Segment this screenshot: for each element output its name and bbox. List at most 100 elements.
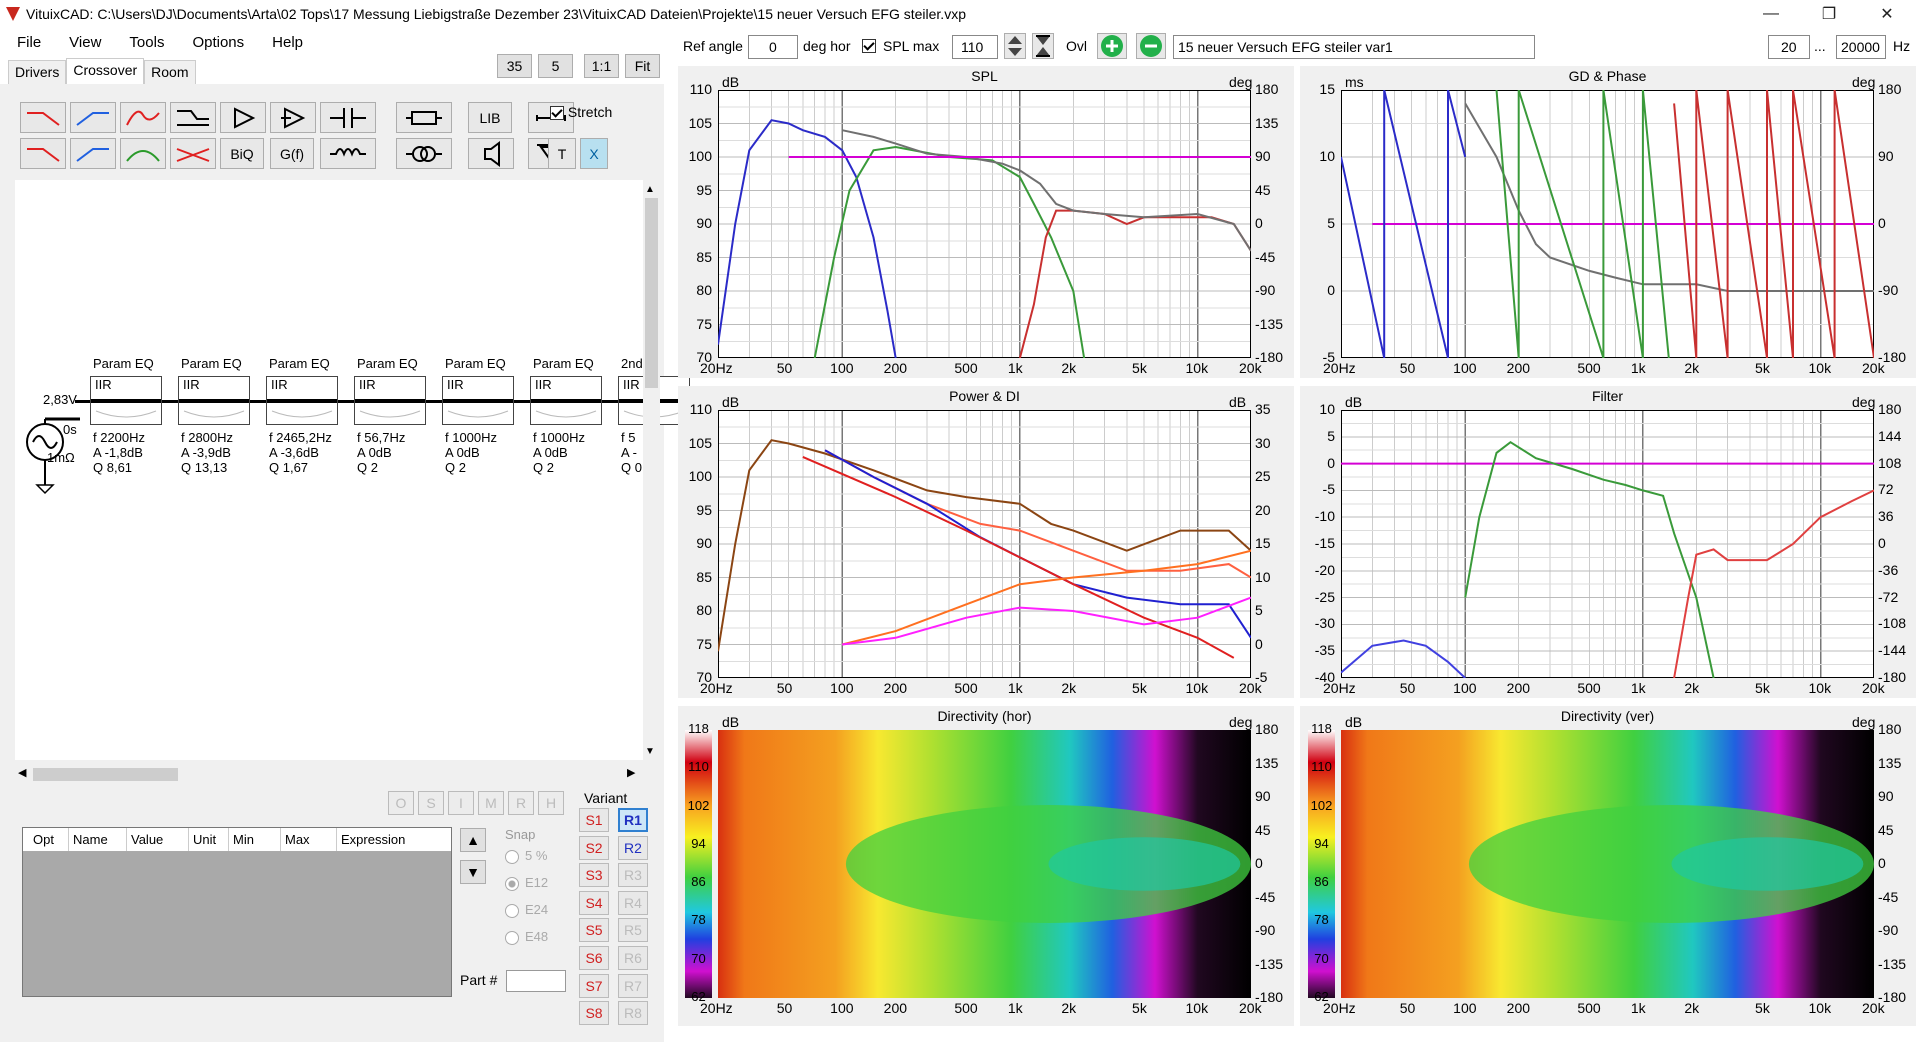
plot-panel[interactable]: Filter dB deg 10 5 0 -5 -10 -15 -20 -25 -30 -35 -40 18… xyxy=(1300,386,1916,698)
zoom-35-button[interactable]: 35 xyxy=(497,54,532,78)
zoom-1to1-button[interactable]: 1:1 xyxy=(584,54,619,78)
freq-max-input[interactable]: 20000 xyxy=(1836,35,1886,59)
minimize-button[interactable]: — xyxy=(1763,5,1779,22)
crossover-tool[interactable] xyxy=(170,138,216,169)
variant-s-button[interactable]: S8 xyxy=(579,1001,609,1026)
spl-spinner[interactable] xyxy=(1004,33,1026,59)
peq-block[interactable]: IIR xyxy=(442,376,514,425)
variant-r-button[interactable]: R6 xyxy=(618,946,648,970)
opt-button-i[interactable]: I xyxy=(448,791,474,815)
variant-r-button[interactable]: R2 xyxy=(618,835,648,860)
peq-block[interactable]: IIR xyxy=(90,376,162,425)
fit-button[interactable]: Fit xyxy=(625,54,660,78)
close-button[interactable]: ✕ xyxy=(1880,6,1894,23)
snap-option[interactable]: 5 % xyxy=(505,848,547,864)
spl-max-checkbox[interactable] xyxy=(862,37,876,54)
snap-option[interactable]: E12 xyxy=(505,875,548,891)
opt-button-r[interactable]: R xyxy=(508,791,534,815)
variant-s-button[interactable]: S4 xyxy=(579,890,609,915)
move-up-button[interactable]: ▲ xyxy=(460,828,486,852)
lowpass-tool[interactable] xyxy=(20,102,66,133)
t-button[interactable]: T xyxy=(548,138,576,169)
biq-button[interactable]: BiQ xyxy=(220,138,264,169)
opt-button-o[interactable]: O xyxy=(388,791,414,815)
snap-option[interactable]: E48 xyxy=(505,929,548,945)
tab-room[interactable]: Room xyxy=(144,60,196,84)
zoom-5-button[interactable]: 5 xyxy=(538,54,573,78)
bandpass-green-tool[interactable] xyxy=(120,138,166,169)
buffer-tool[interactable] xyxy=(220,102,266,133)
plot-panel[interactable]: Directivity (ver) dB deg 118 110 102 94 86 78 70 6… xyxy=(1300,706,1916,1026)
variant-r-button[interactable]: R8 xyxy=(618,1001,648,1026)
menu-view[interactable]: View xyxy=(69,33,102,51)
variant-s-button[interactable]: S2 xyxy=(579,835,609,860)
plot-area[interactable] xyxy=(718,410,1251,678)
freq-min-input[interactable]: 20 xyxy=(1768,35,1810,59)
tab-drivers[interactable]: Drivers xyxy=(8,60,67,84)
variant-r-button[interactable]: R7 xyxy=(618,973,648,998)
opt-button-h[interactable]: H xyxy=(538,791,564,815)
opamp-tool[interactable] xyxy=(270,102,316,133)
ref-angle-input[interactable]: 0 xyxy=(748,35,798,59)
voltage-source[interactable] xyxy=(20,395,80,495)
spl-auto-button[interactable] xyxy=(1032,33,1054,59)
part-input[interactable] xyxy=(506,970,566,992)
remove-variant-button[interactable] xyxy=(1136,33,1166,59)
peq-block[interactable]: IIR xyxy=(178,376,250,425)
plot-area[interactable] xyxy=(1341,90,1874,358)
menu-file[interactable]: File xyxy=(17,33,42,51)
peq-block[interactable]: IIR xyxy=(530,376,602,425)
peq-block[interactable]: IIR xyxy=(266,376,338,425)
variant-name-input[interactable]: 15 neuer Versuch EFG steiler var1 xyxy=(1173,35,1535,59)
variant-r-button[interactable]: R3 xyxy=(618,863,648,888)
variant-r-button[interactable]: R4 xyxy=(618,890,648,915)
capacitor-tool[interactable] xyxy=(320,102,376,133)
optimizer-table[interactable]: Opt Name Value Unit Min Max Expression xyxy=(22,827,452,997)
opt-button-m[interactable]: M xyxy=(478,791,504,815)
opt-button-s[interactable]: S xyxy=(418,791,444,815)
snap-option[interactable]: E24 xyxy=(505,902,548,918)
variant-r-button[interactable]: R5 xyxy=(618,918,648,943)
vertical-scrollbar[interactable]: ▲ ▼ xyxy=(643,180,660,760)
gf-button[interactable]: G(f) xyxy=(270,138,314,169)
add-variant-button[interactable] xyxy=(1097,33,1127,59)
variant-s-button[interactable]: S6 xyxy=(579,946,609,970)
opt-col-header[interactable]: Expression xyxy=(341,832,406,847)
resistor-tool[interactable] xyxy=(396,102,452,133)
tab-crossover[interactable]: Crossover xyxy=(66,58,145,84)
menu-help[interactable]: Help xyxy=(272,33,304,51)
opt-col-header[interactable]: Name xyxy=(73,832,108,847)
highpass-dotted-tool[interactable] xyxy=(70,138,116,169)
plot-panel[interactable]: Directivity (hor) dB deg 118 110 102 94 86 78 70 6… xyxy=(678,706,1294,1026)
plot-panel[interactable]: GD & Phase ms deg 15 10 5 0 -5 180 90 0 -90 -180 20Hz… xyxy=(1300,66,1916,378)
variant-s-button[interactable]: S1 xyxy=(579,808,609,832)
menu-options[interactable]: Options xyxy=(192,33,245,51)
plot-panel[interactable]: Power & DI dB dB 110 105 100 95 90 85 80 75 70 35 30 2… xyxy=(678,386,1294,698)
lib-button[interactable]: LIB xyxy=(468,102,512,133)
horizontal-scrollbar[interactable]: ◀ ▶ xyxy=(15,765,643,782)
opt-col-header[interactable]: Max xyxy=(285,832,310,847)
inductor-tool[interactable] xyxy=(320,138,376,169)
plot-panel[interactable]: SPL dB deg 110 105 100 95 90 85 80 75 70 180 135 90 45 0… xyxy=(678,66,1294,378)
lowpass-red-tool[interactable] xyxy=(20,138,66,169)
opt-col-header[interactable]: Min xyxy=(233,832,254,847)
spl-max-input[interactable]: 110 xyxy=(952,35,998,59)
menu-tools[interactable]: Tools xyxy=(129,33,165,51)
stretch-checkbox[interactable]: Stretch xyxy=(550,104,612,121)
opt-col-header[interactable]: Unit xyxy=(193,832,217,847)
transformer-tool[interactable] xyxy=(396,138,452,169)
variant-r-button[interactable]: R1 xyxy=(618,808,648,832)
plot-area[interactable] xyxy=(1341,410,1874,678)
variant-s-button[interactable]: S5 xyxy=(579,918,609,943)
opt-col-header[interactable]: Value xyxy=(131,832,164,847)
restore-button[interactable]: ❐ xyxy=(1821,6,1837,23)
schematic-canvas[interactable]: 2,83V 0s 1mΩ Param EQ IIR f 2200Hz A -1,8dB… xyxy=(15,180,690,760)
variant-s-button[interactable]: S3 xyxy=(579,863,609,888)
bandpass-tool[interactable] xyxy=(120,102,166,133)
opt-col-header[interactable]: Opt xyxy=(33,832,54,847)
shelf-tool[interactable] xyxy=(170,102,216,133)
plot-area[interactable] xyxy=(718,90,1251,358)
move-down-button[interactable]: ▼ xyxy=(460,860,486,884)
plot-area[interactable] xyxy=(1341,730,1874,998)
peq-block[interactable]: IIR xyxy=(354,376,426,425)
